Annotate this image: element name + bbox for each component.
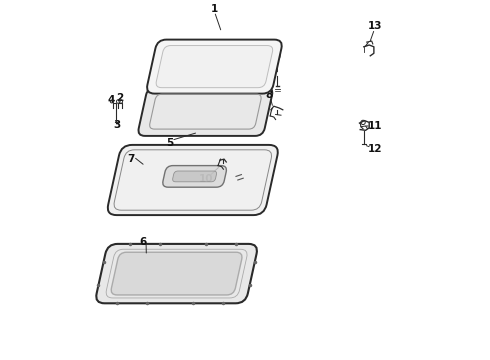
PathPatch shape	[172, 171, 217, 182]
Text: 5: 5	[166, 138, 173, 148]
PathPatch shape	[111, 252, 242, 295]
Text: 2: 2	[117, 93, 123, 103]
Text: 6: 6	[140, 237, 147, 247]
Text: 1: 1	[211, 4, 218, 14]
Text: 4: 4	[107, 95, 114, 105]
Text: 10: 10	[199, 174, 214, 184]
PathPatch shape	[139, 87, 272, 136]
Text: 8: 8	[266, 90, 273, 100]
Text: 11: 11	[368, 121, 382, 131]
PathPatch shape	[147, 40, 282, 94]
Text: 3: 3	[113, 120, 120, 130]
Text: 9: 9	[274, 51, 281, 62]
PathPatch shape	[96, 244, 257, 303]
Text: 12: 12	[368, 144, 383, 154]
Text: 13: 13	[368, 21, 383, 31]
PathPatch shape	[156, 46, 273, 88]
PathPatch shape	[108, 145, 278, 215]
PathPatch shape	[163, 166, 226, 187]
Text: 7: 7	[127, 154, 135, 164]
